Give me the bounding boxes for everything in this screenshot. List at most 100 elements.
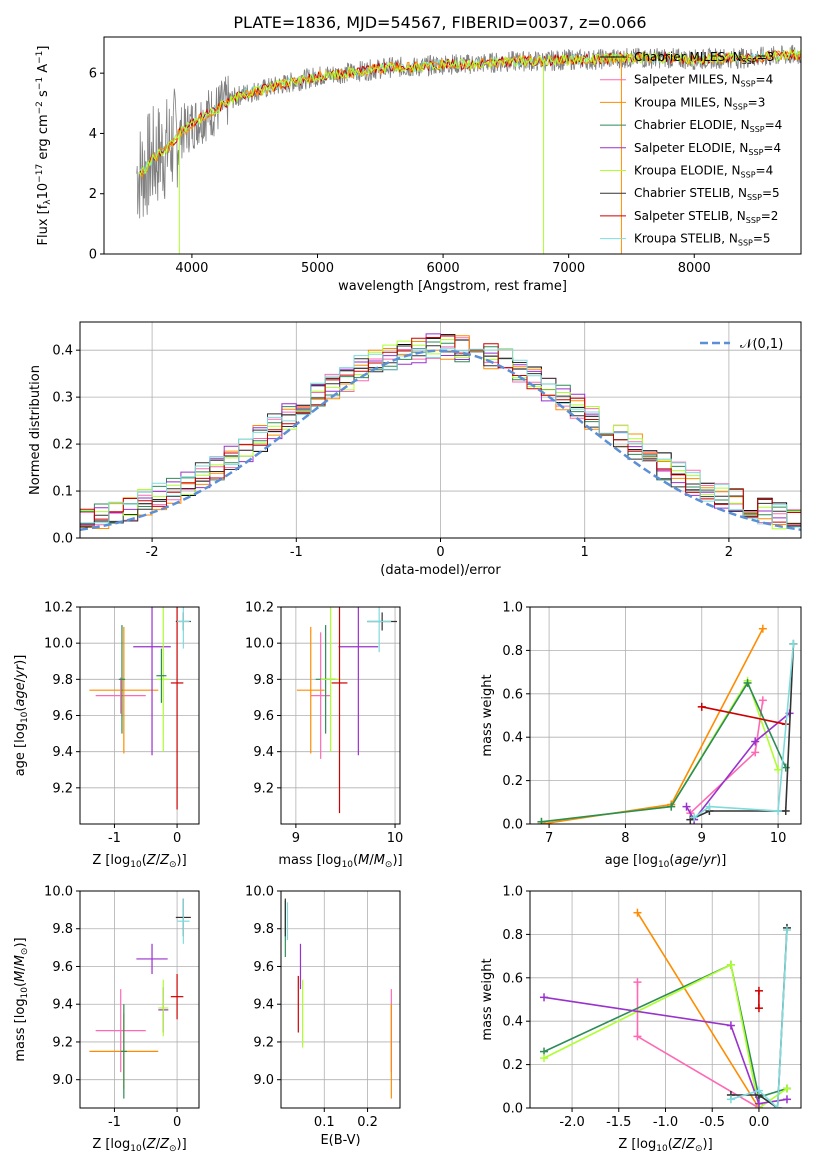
x-tick-label: -1	[108, 1115, 121, 1130]
residual-distribution-panel: -2 -1 0 1 2 0.0 0.1 0.2 0.3 0.4 (data-model)/error…	[28, 321, 802, 578]
y-tick-label: 0.2	[502, 1058, 523, 1073]
x-tick-label: -0.5	[700, 1115, 725, 1130]
figure-title: PLATE=1836, MJD=54567, FIBERID=0037, z=0…	[233, 13, 646, 32]
axes-frame	[79, 606, 200, 825]
x-tick-label: 0	[173, 831, 181, 846]
weight-series	[541, 678, 779, 823]
label-part: (	[669, 853, 674, 868]
label-part: yr	[702, 853, 718, 868]
label-part: )]	[392, 853, 402, 868]
label-part: −2	[35, 101, 45, 114]
label-part: λ	[43, 199, 53, 205]
legend-entry: Chabrier MILES, NSSP=3	[634, 50, 774, 66]
label-part: (	[142, 853, 147, 868]
legend-entry: Chabrier STELIB, NSSP=5	[634, 186, 780, 202]
y-tick-label: 0.8	[502, 928, 523, 943]
label-part: /	[156, 1137, 161, 1152]
label-part: Z	[672, 1137, 683, 1152]
label-part: /	[156, 853, 161, 868]
label-part: mass [log	[278, 853, 341, 868]
y-tick-label: 10.2	[245, 601, 274, 616]
y-tick-label: 9.6	[253, 960, 274, 975]
label-part: )]	[13, 655, 28, 665]
label-part: ⊙	[169, 1144, 177, 1154]
label-part: Z	[146, 1137, 157, 1152]
x-tick-label: 0	[173, 1115, 181, 1130]
label-part: M	[374, 853, 385, 868]
label-part: −1	[35, 77, 45, 90]
y-axis-label: Flux [fλ10−17 erg cm−2 s−1 A−1]	[35, 46, 53, 246]
weight-series	[636, 912, 760, 1108]
y-tick-label: 6	[89, 67, 97, 82]
y-tick-label: 9.8	[253, 673, 274, 688]
label-part: /	[13, 966, 28, 971]
plot-area	[537, 624, 798, 824]
label-part: 10	[130, 1144, 142, 1154]
legend-entry: 𝒩(0,1)	[740, 337, 783, 352]
x-tick-label: 9	[698, 831, 706, 846]
y-tick-label: 9.2	[52, 1035, 73, 1050]
y-tick-label: 9.8	[52, 673, 73, 688]
x-tick-label: -2.0	[559, 1115, 584, 1130]
axes-frame	[529, 890, 802, 1109]
y-tick-label: 9.4	[253, 998, 274, 1013]
label-part: A	[36, 64, 51, 77]
label-part: =4	[756, 164, 774, 178]
x-axis-label: Z [log10(Z/Z⊙)]	[92, 1137, 186, 1154]
label-part: Salpeter ELODIE, N	[634, 141, 748, 155]
label-part: =4	[765, 118, 783, 132]
label-part: Chabrier STELIB, N	[634, 186, 747, 200]
plot-area	[89, 898, 191, 1099]
y-tick-label: 0.3	[52, 391, 73, 406]
weight-series	[685, 712, 791, 822]
label-part: s	[36, 90, 51, 101]
label-part: =3	[748, 95, 766, 109]
label-part: age [log	[13, 723, 28, 776]
y-tick-label: 0.2	[52, 438, 73, 453]
y-tick-label: 9.8	[253, 922, 274, 937]
weight-series	[730, 930, 788, 1108]
y-tick-label: 9.2	[253, 781, 274, 796]
y-tick-label: 0.0	[502, 1102, 523, 1117]
x-axis-label: age [log10(age/yr)]	[605, 853, 727, 870]
x-tick-label: 1	[581, 545, 589, 560]
normal-reference-curve	[80, 349, 801, 532]
label-part: Chabrier ELODIE, N	[634, 118, 750, 132]
plot-area	[540, 908, 791, 1108]
label-part: 10	[36, 183, 51, 200]
y-tick-label: 0.2	[502, 774, 523, 789]
label-part: )]	[703, 1137, 713, 1152]
label-part: Z	[685, 1137, 696, 1152]
y-axis-label: mass weight	[480, 674, 495, 756]
y-tick-label: 10.0	[245, 637, 274, 652]
label-part: 10	[658, 860, 670, 870]
x-tick-label: 4000	[175, 261, 208, 276]
label-part: 10	[20, 711, 30, 723]
label-part: 10	[342, 860, 354, 870]
axes-frame	[79, 321, 802, 539]
weight-series	[701, 706, 786, 725]
axes-frame	[280, 890, 401, 1109]
weight-series	[543, 963, 788, 1099]
label-part: SSP	[750, 125, 765, 134]
label-part: SSP	[733, 102, 748, 111]
mass-vs-extinction-panel: 0.1 0.2 9.0 9.2 9.4 9.6 9.8 10.0 E(B-V)	[245, 885, 401, 1148]
y-tick-label: 9.2	[52, 781, 73, 796]
x-tick-label: 0	[436, 545, 444, 560]
y-axis-label: age [log10(age/yr)]	[13, 655, 30, 777]
y-tick-label: 9.2	[253, 1035, 274, 1050]
label-part: =4	[756, 73, 774, 87]
label-part: (	[353, 853, 358, 868]
y-tick-label: 9.6	[52, 960, 73, 975]
x-tick-label: 6000	[427, 261, 460, 276]
label-part: age [log	[605, 853, 658, 868]
x-tick-label: 7	[545, 831, 553, 846]
label-part: =3	[757, 50, 775, 64]
y-tick-label: 10.0	[245, 885, 274, 900]
weight-series	[636, 982, 760, 1108]
legend-entry: Salpeter ELODIE, NSSP=4	[634, 141, 781, 157]
legend-entry: Kroupa ELODIE, NSSP=4	[634, 164, 773, 180]
label-part: erg cm	[36, 114, 51, 163]
label-part: =5	[753, 232, 771, 246]
axes-frame	[529, 606, 802, 825]
